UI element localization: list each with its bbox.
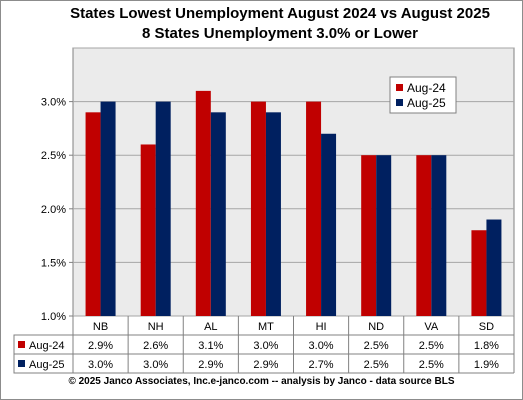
table-value-cell: 3.0% <box>309 340 334 352</box>
chart-subtitle: 8 States Unemployment 3.0% or Lower <box>142 25 418 42</box>
table-value-cell: 3.0% <box>253 340 278 352</box>
bar-aug-25-al <box>210 112 226 316</box>
legend-label: Aug-25 <box>407 96 446 110</box>
bar-aug-25-hi <box>321 133 337 316</box>
bar-aug-24-mt <box>250 101 266 316</box>
table-value-cell: 1.9% <box>474 359 499 371</box>
table-value-cell: 3.0% <box>143 359 168 371</box>
bar-aug-24-nb <box>85 112 101 316</box>
table-value-cell: 2.6% <box>143 340 168 352</box>
bar-aug-25-sd <box>486 219 502 316</box>
y-tick-label: 1.5% <box>41 257 66 269</box>
table-series-label: Aug-25 <box>29 359 64 371</box>
table-value-cell: 2.5% <box>364 340 389 352</box>
x-category-label: VA <box>424 321 439 333</box>
legend-label: Aug-24 <box>407 81 446 95</box>
x-category-label: HI <box>316 321 327 333</box>
bar-aug-24-hi <box>306 101 322 316</box>
bar-aug-25-va <box>431 155 447 316</box>
table-value-cell: 2.9% <box>198 359 223 371</box>
bar-aug-24-nd <box>361 155 377 316</box>
table-value-cell: 2.5% <box>419 340 444 352</box>
bar-aug-24-nh <box>140 144 156 316</box>
legend-swatch <box>396 99 403 106</box>
table-value-cell: 2.9% <box>88 340 113 352</box>
table-legend-key <box>18 360 25 367</box>
table-value-cell: 3.1% <box>198 340 223 352</box>
chart-footer: © 2025 Janco Associates, Inc.e-janco.com… <box>68 376 455 387</box>
x-category-label: SD <box>479 321 494 333</box>
table-series-label: Aug-24 <box>29 340 64 352</box>
y-tick-label: 3.0% <box>41 97 66 109</box>
bar-aug-25-nh <box>155 101 171 316</box>
y-tick-label: 2.0% <box>41 204 66 216</box>
x-category-label: NH <box>148 321 164 333</box>
table-value-cell: 2.9% <box>253 359 278 371</box>
table-legend-key <box>18 341 25 348</box>
y-tick-label: 1.0% <box>41 311 66 323</box>
y-tick-label: 2.5% <box>41 150 66 162</box>
bar-aug-25-nb <box>100 101 116 316</box>
bar-aug-25-nd <box>376 155 392 316</box>
chart-title: States Lowest Unemployment August 2024 v… <box>70 5 490 22</box>
table-value-cell: 2.5% <box>364 359 389 371</box>
table-value-cell: 2.5% <box>419 359 444 371</box>
table-value-cell: 3.0% <box>88 359 113 371</box>
bar-aug-24-sd <box>471 230 487 316</box>
bar-aug-24-va <box>416 155 432 316</box>
bar-aug-24-al <box>195 90 211 316</box>
x-category-label: AL <box>204 321 217 333</box>
table-value-cell: 1.8% <box>474 340 499 352</box>
x-category-label: ND <box>368 321 384 333</box>
bar-aug-25-mt <box>265 112 281 316</box>
table-value-cell: 2.7% <box>309 359 334 371</box>
legend-box <box>389 76 457 114</box>
x-category-label: MT <box>258 321 274 333</box>
x-category-label: NB <box>93 321 108 333</box>
legend-swatch <box>396 84 403 91</box>
